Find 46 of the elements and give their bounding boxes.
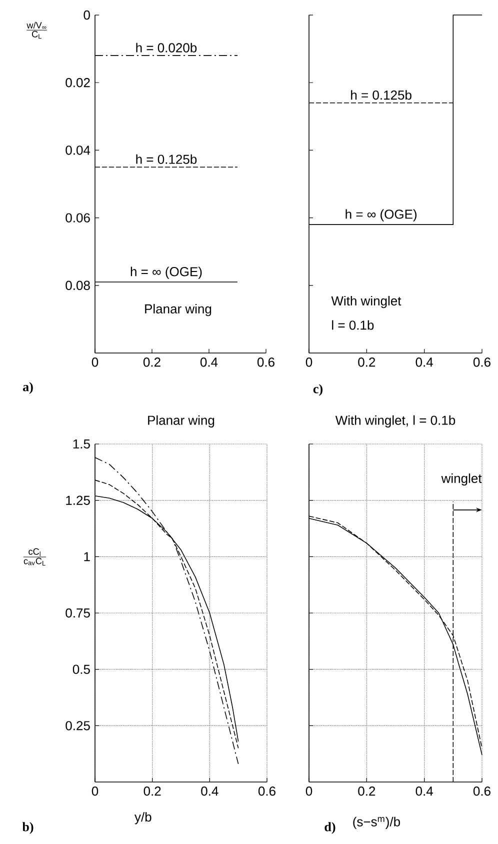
text: b) <box>22 822 34 834</box>
y-tick-label: 0.06 <box>66 213 90 222</box>
x-tick-label: 0.2 <box>358 358 376 367</box>
x-tick-label: 0.6 <box>473 358 490 367</box>
y-tick-label: 1.25 <box>66 496 90 505</box>
series-label: h = ∞ (OGE) <box>130 266 202 279</box>
x-tick-label: 0.6 <box>473 786 490 796</box>
x-tick-label: 0.4 <box>416 786 433 796</box>
y-axis-title: $\frac{\text{cC}_{\text{l}}}{\text{c}_{\text{av}}\text{C}_{\text{L}}}$ <box>24 548 46 566</box>
y-tick-label: 0.02 <box>66 78 90 88</box>
annotation: Planar wing <box>145 304 212 316</box>
chart-title: Planar wing <box>148 415 214 428</box>
y-tick-label: 0.08 <box>66 280 90 290</box>
x-tick-label: 0.2 <box>358 786 376 796</box>
y-tick-label: 0.04 <box>66 146 90 155</box>
series-label: h = 0.125b <box>136 154 197 164</box>
y-tick-label: 1 <box>84 552 90 562</box>
series-label: h = ∞ (OGE) <box>346 209 417 222</box>
y-tick-label: 0.25 <box>66 721 90 730</box>
y-tick-label: 0 <box>84 10 90 20</box>
y-tick-label: 1.5 <box>73 439 90 449</box>
annotation: With winglet <box>331 296 402 308</box>
y-tick-label: 0.5 <box>72 664 90 674</box>
x-tick-label: 0.2 <box>144 786 161 796</box>
series-label: h = 0.125b <box>351 90 412 100</box>
x-tick-label: 0 <box>92 786 98 796</box>
x-tick-label: 0.4 <box>200 358 218 367</box>
x-tick-label: 0.6 <box>257 358 274 367</box>
text: a) <box>23 382 33 394</box>
chart-title: With winglet, l = 0.1b <box>335 415 456 428</box>
x-axis-title: y/b <box>134 812 152 824</box>
x-tick-label: 0 <box>306 786 312 796</box>
x-tick-label: 0 <box>306 358 312 367</box>
series-label: h = 0.020b <box>136 42 197 52</box>
x-tick-label: 0 <box>92 358 98 367</box>
x-tick-label: 0.4 <box>416 358 433 367</box>
annotation: l = 0.1b <box>332 320 374 330</box>
ref-line-label: winglet <box>441 473 482 486</box>
x-tick-label: 0.4 <box>201 786 218 796</box>
y-axis-title: $\frac{\text{w/V}_{\text{∞}}}{\text{C}_{\text{L}}}$ <box>26 22 48 39</box>
text: d) <box>324 822 336 834</box>
y-tick-label: 0.75 <box>66 608 90 618</box>
x-tick-label: 0.2 <box>143 358 160 367</box>
x-tick-label: 0.6 <box>258 786 276 796</box>
text: c) <box>313 384 322 396</box>
x-axis-title: (s−s$^{m}$)/b <box>353 816 400 829</box>
